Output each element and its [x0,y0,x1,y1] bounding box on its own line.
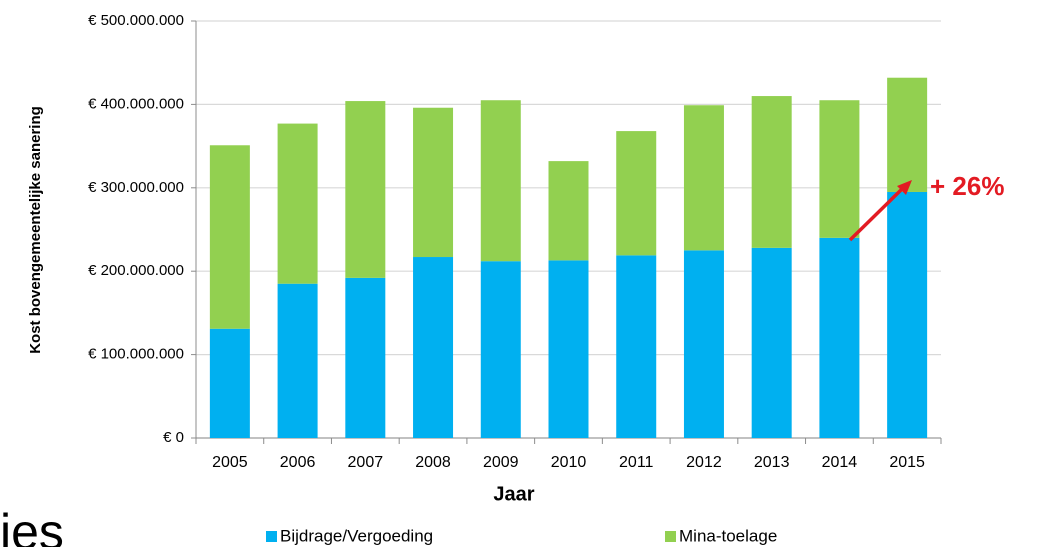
bar-segment [413,257,454,438]
legend-label: Bijdrage/Vergoeding [280,526,433,545]
x-tick-label: 2011 [619,454,654,471]
bar-segment [819,100,860,238]
y-tick-label: € 500.000.000 [88,12,184,29]
bar-segment [887,77,928,192]
annotation-arrow [848,187,904,242]
bar-segment [209,328,250,438]
y-axis-title: Kost bovengemeentelijke sanering [27,106,44,354]
plot-area: € 0 € 100.000.000 € 200.000.000 € 300.000.0… [88,12,942,471]
x-tick-label: 2007 [348,454,384,471]
bar-segment [616,255,657,438]
x-axis-title: Jaar [493,483,534,505]
bar-segment [345,101,386,278]
legend-label: Mina-toelage [679,526,777,545]
y-tick-label: € 400.000.000 [88,95,184,112]
bar-segment [819,237,860,438]
y-tick-label: € 100.000.000 [88,346,184,363]
x-tick-label: 2008 [415,454,451,471]
bar-segment [277,283,318,438]
x-tick-label: 2015 [889,454,925,471]
bar-segment [887,191,928,438]
bar-segment [345,277,386,438]
x-tick-label: 2010 [551,454,587,471]
bar-segment [751,247,792,438]
bar-segment [480,261,521,438]
bar-segment [209,145,250,329]
legend-swatch [266,531,277,542]
y-tick-label: € 200.000.000 [88,262,184,279]
x-tick-label: 2009 [483,454,519,471]
cropped-text: ies [0,504,64,547]
y-tick-label: € 300.000.000 [88,179,184,196]
bar-segment [548,260,589,438]
bar-segment [616,131,657,256]
annotation: + 26% [930,171,1004,201]
legend-swatch [665,531,676,542]
x-tick-label: 2013 [754,454,790,471]
x-tick-label: 2014 [822,454,858,471]
bar-segment [683,105,724,251]
annotation-arrowhead [897,180,912,195]
x-tick-label: 2006 [280,454,316,471]
bar-segment [548,161,589,261]
bar-segment [683,250,724,438]
bar-segment [751,96,792,248]
bar-segment [277,123,318,284]
x-tick-label: 2005 [212,454,248,471]
bar-segment [480,100,521,262]
y-tick-label: € 0 [163,429,184,446]
x-tick-label: 2012 [686,454,722,471]
bar-segment [413,107,454,258]
